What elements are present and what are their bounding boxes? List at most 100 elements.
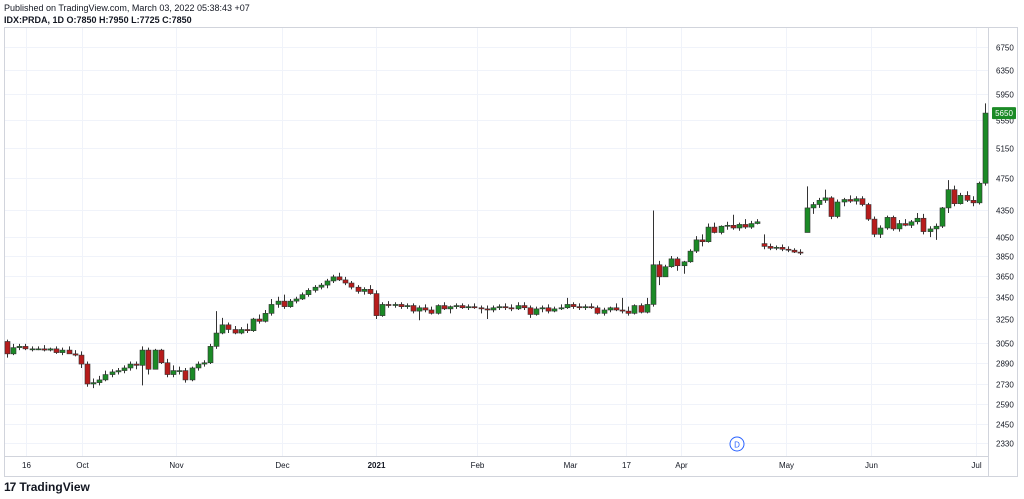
candle [687,249,694,263]
y-tick-label: 5550 [996,117,1014,126]
candle-body [484,308,491,311]
candle-body [367,289,374,294]
candle [170,365,177,378]
candle [767,243,774,251]
candle-body [644,304,651,313]
candle-body [761,243,768,247]
candle-body [305,290,312,295]
x-tick-label: Oct [76,461,89,470]
candle [312,285,319,293]
candle-body [576,306,583,309]
x-tick-label: May [779,461,794,470]
candle-body [361,289,368,292]
candle-body [47,348,54,351]
candle [459,303,466,309]
candle [822,189,829,203]
candle-body [428,309,435,314]
candle [699,234,706,247]
candle [127,361,134,371]
dividend-marker[interactable]: D [729,436,745,452]
last-price-tag: 5650 [992,107,1016,120]
dividend-letter: D [734,441,740,450]
candle-body [53,348,60,353]
candle [613,303,620,312]
candle-body [152,349,159,370]
candle-body [662,266,669,278]
candle-body [736,224,743,229]
candle [761,234,768,250]
time-axis[interactable]: 16 Oct Nov Dec 2021 Feb Mar 17 Apr May Jun Jul [22,461,982,470]
candle [66,346,73,355]
candle-body [72,353,79,356]
price-axis[interactable]: 6750 6350 5950 5550 5150 4750 4350 4050 3850 3650… [996,44,1014,449]
candle [533,306,540,316]
candle [933,223,940,240]
candle-body [219,324,226,334]
candle-body [748,223,755,228]
candle-body [133,363,140,366]
candle [502,303,509,310]
candle-body [902,223,909,226]
y-tick-label: 6750 [996,44,1014,53]
candle-body [281,300,288,307]
candle-body [570,304,577,307]
candle [373,290,380,320]
candle-body [410,305,417,312]
x-tick-label: Dec [275,461,289,470]
candle-body [521,305,528,309]
candle-body [435,305,442,314]
candle-body [742,224,749,228]
candle-body [613,307,620,311]
candle [748,220,755,229]
last-price-badge [992,107,1016,120]
candle-body [176,370,183,372]
candle-body [515,305,522,310]
candle [219,317,226,335]
candle [693,236,700,254]
candle [859,196,866,207]
candle-body [275,300,282,305]
candle-body [619,309,626,312]
candle-body [718,225,725,233]
candle-body [920,217,927,232]
x-tick-label: Mar [564,461,578,470]
candle-body [195,363,202,369]
candle [207,343,214,365]
candle-body [964,195,971,201]
candle [324,278,331,289]
x-tick-label: Apr [675,461,688,470]
candle-body [884,217,891,229]
x-tick-label: 16 [22,461,31,470]
candle [96,375,103,386]
candle-body [650,264,657,305]
candle [662,264,669,278]
y-tick-label: 3850 [996,253,1014,262]
candle [195,361,202,371]
candle-body [933,225,940,230]
y-tick-label: 3250 [996,316,1014,325]
x-tick-label: Feb [471,461,485,470]
candle [834,199,841,219]
candle [232,325,239,335]
candle-body [299,294,306,300]
candle [724,221,731,230]
candle [797,249,804,255]
candle [945,180,952,214]
candle-body [102,374,109,381]
candle [268,298,275,316]
candle [939,207,946,228]
candle-body [182,370,189,381]
candle [496,304,503,310]
candle [29,346,36,352]
candle-body [810,204,817,209]
candle [920,213,927,235]
candle [742,219,749,229]
candle-body [66,349,73,355]
candle [441,302,448,310]
candle [564,297,571,309]
candle-body [324,280,331,286]
candle [453,303,460,309]
candle-body [293,298,300,302]
candle [588,303,595,309]
